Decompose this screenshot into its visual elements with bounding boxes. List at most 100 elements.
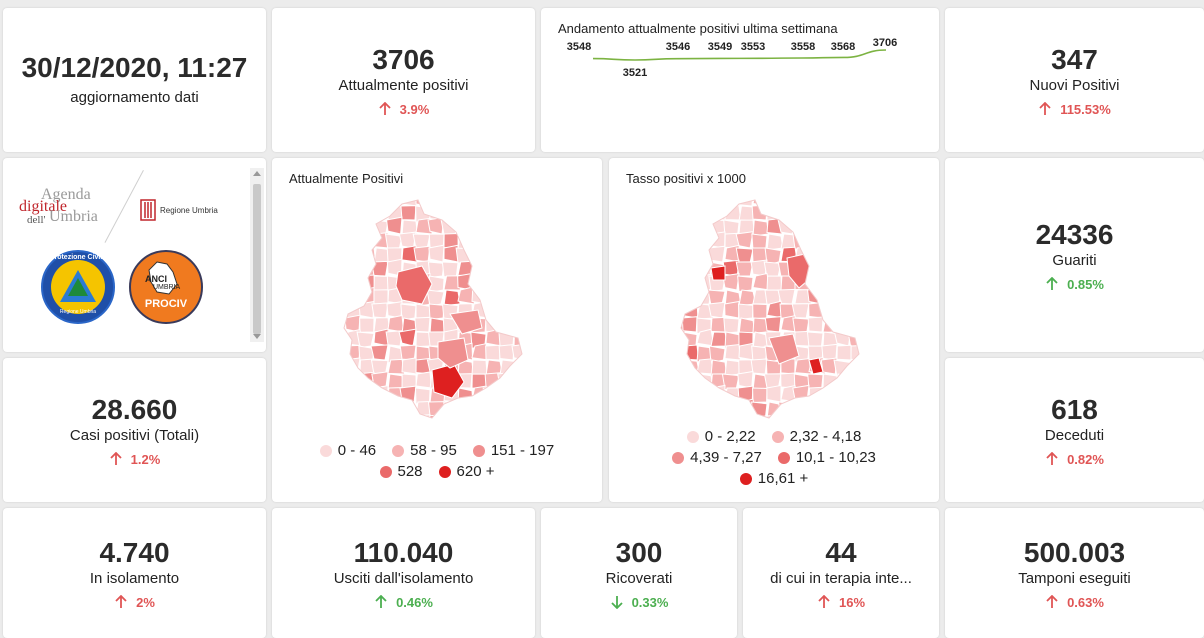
municipality-area[interactable] (372, 385, 389, 403)
municipality-area[interactable] (471, 205, 490, 223)
municipality-area[interactable] (863, 262, 879, 277)
municipality-area[interactable] (344, 412, 361, 422)
municipality-area[interactable] (780, 205, 798, 222)
municipality-area[interactable] (329, 247, 347, 266)
municipality-area[interactable] (331, 261, 347, 277)
municipality-area[interactable] (836, 373, 853, 392)
municipality-area[interactable] (806, 401, 824, 418)
municipality-area[interactable] (528, 360, 543, 377)
municipality-area[interactable] (384, 192, 403, 207)
municipality-area[interactable] (359, 317, 375, 333)
municipality-area[interactable] (820, 357, 838, 375)
municipality-area[interactable] (345, 192, 361, 207)
municipality-area[interactable] (850, 205, 868, 221)
municipality-area[interactable] (528, 234, 543, 250)
municipality-area[interactable] (865, 206, 881, 221)
municipality-area[interactable] (427, 401, 445, 417)
municipality-area[interactable] (332, 203, 347, 221)
municipality-area[interactable] (850, 387, 865, 404)
municipality-area[interactable] (482, 274, 501, 291)
municipality-area[interactable] (807, 373, 824, 390)
municipality-area[interactable] (499, 398, 517, 417)
municipality-area[interactable] (696, 415, 712, 422)
municipality-area[interactable] (850, 344, 865, 361)
map2-legend-item[interactable]: 4,39 - 7,27 (672, 449, 762, 466)
municipality-area[interactable] (358, 233, 375, 252)
municipality-area[interactable] (681, 216, 698, 235)
municipality-area[interactable] (344, 219, 361, 238)
municipality-area[interactable] (835, 192, 852, 207)
municipality-area[interactable] (428, 303, 445, 320)
municipality-area[interactable] (512, 401, 528, 419)
municipality-area[interactable] (359, 413, 375, 422)
kpi-attualmente-positivi[interactable]: 3706 Attualmente positivi 3.9% (272, 8, 535, 152)
municipality-area[interactable] (808, 232, 826, 249)
municipality-area[interactable] (471, 233, 490, 250)
municipality-area[interactable] (836, 219, 853, 235)
municipality-area[interactable] (850, 261, 866, 277)
umbria-map-attualmente-positivi[interactable] (272, 192, 602, 422)
municipality-area[interactable] (669, 300, 685, 319)
municipality-area[interactable] (468, 401, 487, 418)
municipality-area[interactable] (805, 261, 824, 278)
municipality-area[interactable] (526, 219, 542, 234)
municipality-area[interactable] (387, 314, 405, 333)
municipality-area[interactable] (668, 233, 684, 249)
municipality-area[interactable] (357, 203, 375, 221)
municipality-area[interactable] (526, 374, 542, 391)
municipality-area[interactable] (865, 374, 882, 390)
municipality-area[interactable] (344, 401, 361, 418)
municipality-area[interactable] (766, 233, 784, 251)
municipality-area[interactable] (512, 385, 528, 403)
municipality-area[interactable] (864, 276, 879, 291)
municipality-area[interactable] (401, 401, 419, 419)
municipality-area[interactable] (850, 192, 868, 207)
municipality-area[interactable] (359, 400, 377, 417)
municipality-area[interactable] (525, 303, 542, 318)
municipality-area[interactable] (768, 333, 800, 365)
municipality-area[interactable] (526, 289, 542, 304)
municipality-area[interactable] (819, 415, 838, 422)
municipality-area[interactable] (526, 401, 542, 416)
municipality-area[interactable] (836, 401, 853, 417)
municipality-area[interactable] (821, 343, 838, 361)
municipality-area[interactable] (457, 260, 476, 277)
municipality-area[interactable] (370, 202, 389, 221)
kpi-nuovi-positivi[interactable]: 347 Nuovi Positivi 115.53% (945, 8, 1204, 152)
municipality-area[interactable] (498, 343, 515, 361)
municipality-area[interactable] (808, 244, 825, 263)
municipality-area[interactable] (499, 315, 515, 333)
municipality-area[interactable] (707, 301, 726, 319)
municipality-area[interactable] (822, 302, 841, 319)
municipality-area[interactable] (807, 316, 824, 333)
municipality-area[interactable] (471, 260, 489, 277)
municipality-area[interactable] (482, 386, 501, 403)
municipality-area[interactable] (399, 385, 417, 403)
municipality-area[interactable] (865, 232, 879, 248)
municipality-area[interactable] (428, 244, 445, 263)
municipality-area[interactable] (822, 387, 839, 403)
municipality-area[interactable] (865, 358, 882, 374)
municipality-area[interactable] (331, 219, 347, 236)
municipality-area[interactable] (513, 233, 530, 249)
map1-legend-item[interactable]: 528 (379, 463, 423, 480)
municipality-area[interactable] (497, 246, 515, 263)
municipality-area[interactable] (849, 401, 865, 417)
municipality-area[interactable] (724, 300, 740, 319)
municipality-area[interactable] (707, 413, 726, 422)
municipality-area[interactable] (669, 401, 686, 419)
municipality-area[interactable] (469, 415, 487, 422)
map2-legend-item[interactable]: 16,61 + (739, 470, 808, 487)
municipality-area[interactable] (822, 205, 839, 224)
municipality-area[interactable] (359, 192, 377, 208)
municipality-area[interactable] (527, 206, 542, 223)
municipality-area[interactable] (808, 218, 824, 235)
scroll-down-arrow[interactable] (253, 334, 261, 339)
municipality-area[interactable] (865, 218, 879, 234)
municipality-area[interactable] (847, 415, 865, 422)
municipality-area[interactable] (485, 205, 502, 221)
municipality-area[interactable] (724, 413, 742, 422)
municipality-area[interactable] (470, 273, 487, 291)
municipality-area[interactable] (708, 245, 726, 263)
municipality-area[interactable] (485, 316, 501, 333)
